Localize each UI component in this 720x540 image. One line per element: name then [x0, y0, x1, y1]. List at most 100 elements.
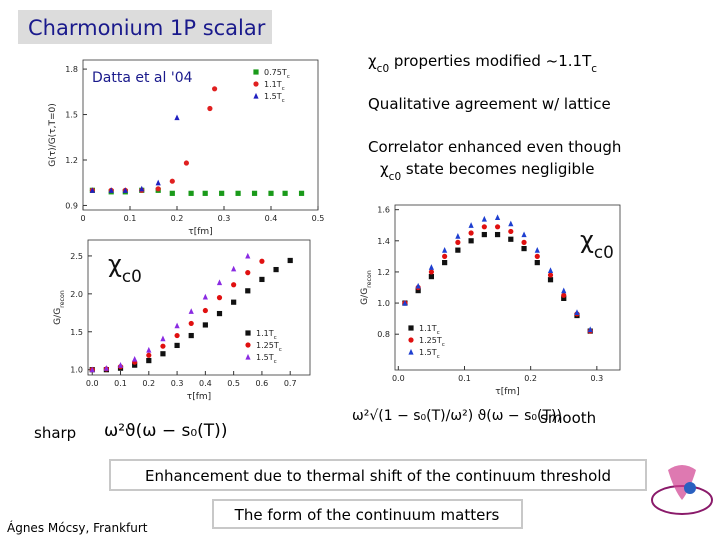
point: [408, 337, 414, 343]
text-part: 1.5T: [419, 348, 437, 357]
point: [219, 190, 225, 196]
subscript: c: [287, 74, 290, 80]
point: [455, 247, 461, 253]
x-tick-label: 0.2: [171, 214, 184, 223]
plot-frame: [394, 204, 621, 371]
plot: 0.0 0.1 0.2 0.3 0.8 1.0 1.2 1.4 1.6 τ[fm] G/Grecon…: [360, 204, 621, 397]
subscript: c0: [594, 242, 614, 262]
text-part: χ: [380, 160, 389, 178]
point: [245, 330, 251, 336]
subscript: c: [591, 63, 597, 75]
x-axis-label: τ[fm]: [187, 392, 211, 402]
point: [146, 346, 152, 353]
point: [273, 266, 279, 273]
point: [561, 292, 567, 298]
subscript: c: [274, 335, 277, 341]
point: [508, 220, 514, 227]
point: [146, 352, 152, 358]
point: [212, 86, 218, 92]
subscript: recon: [366, 270, 373, 288]
x-tick-label: 0.3: [218, 214, 231, 223]
point: [574, 309, 580, 316]
point: [174, 322, 180, 329]
x-tick-label: 0.0: [392, 374, 405, 383]
text-part: 1.25T: [256, 341, 279, 350]
point: [287, 257, 293, 264]
point: [481, 224, 487, 230]
point: [428, 264, 434, 270]
text-part: 1.1T: [256, 329, 274, 338]
point: [89, 366, 95, 373]
text-part: Datta et al '04: [92, 70, 193, 86]
y-tick-label: 2.0: [70, 290, 83, 299]
text-part: 1.1T: [419, 324, 437, 333]
text-part: 1.25T: [419, 336, 442, 345]
point: [259, 258, 265, 264]
y-axis-label: G/Grecon: [360, 270, 373, 305]
point: [188, 308, 194, 314]
subscript: c0: [122, 266, 142, 286]
point: [408, 325, 414, 331]
text-part: state becomes negligible: [401, 160, 594, 178]
point: [202, 190, 208, 196]
point: [160, 335, 166, 342]
point: [561, 295, 567, 301]
point: [455, 233, 461, 239]
point: [231, 282, 237, 288]
point: [282, 190, 288, 196]
point: [521, 245, 527, 252]
y-tick-label: 0.9: [65, 201, 78, 210]
point: [231, 299, 237, 305]
text-part: χ: [108, 250, 122, 278]
x-tick-label: 0.3: [590, 374, 603, 383]
point: [494, 231, 501, 238]
subscript: c: [282, 98, 285, 104]
enhancement-box: [109, 459, 647, 491]
legend-label: 1.5Tc: [419, 348, 440, 360]
point: [245, 270, 251, 276]
point: [442, 253, 448, 259]
point: [402, 299, 408, 306]
y-tick-label: 1.2: [65, 156, 78, 165]
y-tick-label: 1.0: [70, 366, 83, 375]
subscript: c: [442, 342, 445, 348]
y-tick-label: 0.8: [377, 330, 390, 339]
subscript: c0: [377, 63, 389, 75]
point: [108, 187, 114, 193]
y-tick-label: 1.6: [377, 206, 390, 215]
point: [202, 307, 208, 314]
y-tick-label: 1.5: [70, 328, 83, 337]
plot: 0 0.1 0.2 0.3 0.4 0.5 0.9 1.2 1.5 1.8 τ[fm] G(τ)/G(…: [48, 59, 324, 237]
bullet: χc0 state becomes negligible: [380, 160, 594, 183]
point: [408, 348, 414, 355]
text-part: 1.5T: [264, 92, 282, 101]
legend-label: 1.5Tc: [264, 92, 285, 104]
legend-label: 1.25Tc: [256, 341, 282, 353]
point: [468, 230, 474, 236]
point: [547, 272, 554, 278]
plot-frame: [82, 59, 319, 211]
x-axis-label: τ[fm]: [188, 227, 212, 237]
text-part: Correlator enhanced even though: [368, 138, 621, 156]
x-tick-label: 0.2: [142, 379, 155, 388]
x-tick-label: 0.1: [458, 374, 471, 383]
author: Ágnes Mócsy, Frankfurt: [7, 520, 148, 535]
point: [253, 81, 259, 87]
point: [534, 247, 540, 253]
form-text: The form of the continuum matters: [234, 506, 500, 524]
enhancement-text: Enhancement due to thermal shift of the …: [145, 467, 611, 485]
point: [521, 231, 527, 238]
point: [89, 187, 95, 193]
text-part: properties modified ~1.1T: [389, 52, 592, 70]
point: [117, 362, 124, 368]
point: [521, 239, 527, 245]
text-part: χ: [368, 52, 377, 70]
point: [468, 238, 474, 244]
smooth-label: smooth: [540, 409, 596, 427]
point: [428, 269, 434, 275]
point: [481, 231, 487, 238]
legend-label: 0.75Tc: [264, 68, 290, 80]
text-part: 1.1T: [264, 80, 282, 89]
text-part: 0.75T: [264, 68, 287, 77]
point: [251, 190, 258, 196]
